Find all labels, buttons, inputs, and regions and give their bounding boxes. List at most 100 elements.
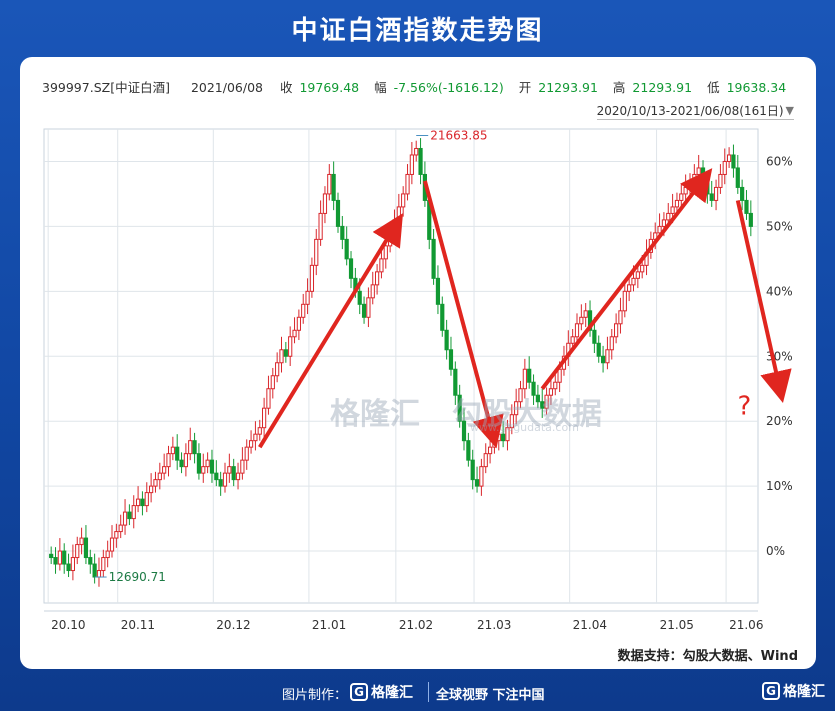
footer-logo-right: G 格隆汇 xyxy=(762,681,825,701)
x-tick-label: 21.03 xyxy=(477,618,511,632)
candle-body xyxy=(709,193,714,201)
y-tick-label: 40% xyxy=(766,284,793,298)
candle-body xyxy=(487,446,493,455)
y-tick-label: 50% xyxy=(766,219,793,233)
candle-body xyxy=(214,472,219,481)
x-tick-label: 20.12 xyxy=(216,618,250,632)
candle-body xyxy=(153,479,158,487)
candle-body xyxy=(57,550,62,565)
max-label: 21663.85 xyxy=(430,128,487,142)
candle-body xyxy=(335,199,341,227)
footer-divider xyxy=(428,682,429,702)
candle-body xyxy=(361,303,367,318)
candle-body xyxy=(622,290,627,312)
candle-body xyxy=(726,154,732,162)
candle-body xyxy=(201,466,206,474)
candle-body xyxy=(96,570,102,578)
candle-body xyxy=(266,388,271,409)
y-tick-label: 20% xyxy=(766,414,793,428)
candle-body xyxy=(379,258,384,273)
candle-body xyxy=(244,446,249,461)
candle-body xyxy=(279,349,284,364)
candle-body xyxy=(531,381,536,396)
candle-body xyxy=(192,440,197,455)
candle-body xyxy=(340,225,345,240)
quote-change-label: 幅 xyxy=(374,80,387,95)
quote-open-label: 开 xyxy=(518,80,532,95)
candle-body xyxy=(318,212,323,240)
candle-body xyxy=(88,557,93,565)
candle-body xyxy=(666,212,671,221)
candle-body xyxy=(296,316,301,331)
candle-body xyxy=(440,303,445,331)
candle-body xyxy=(674,199,680,208)
candle-body xyxy=(457,394,462,422)
candle-body xyxy=(553,381,558,390)
candle-body xyxy=(679,193,684,201)
range-label: 2020/10/13-2021/06/08(161日) xyxy=(596,103,784,118)
candle-body xyxy=(470,459,475,481)
page-title: 中证白酒指数走势图 xyxy=(291,16,544,46)
candle-body xyxy=(661,219,667,227)
candle-body xyxy=(401,193,406,208)
footer-slogan: 全球视野 下注中国 xyxy=(436,688,545,703)
footer-logo: G 格隆汇 xyxy=(350,681,422,703)
y-tick-label: 0% xyxy=(766,544,785,558)
candle-body xyxy=(474,479,480,487)
candle-body xyxy=(166,453,171,468)
candle-body xyxy=(235,472,241,481)
candle-body xyxy=(540,401,545,409)
quote-bar: 399997.SZ[中证白酒] 2021/06/08 收 19769.48 幅 … xyxy=(42,77,794,99)
candle-body xyxy=(53,557,58,565)
candle-body xyxy=(127,511,132,520)
candle-body xyxy=(518,388,523,403)
candle-body xyxy=(740,186,745,201)
candle-body xyxy=(635,271,640,279)
range-selector[interactable]: 2020/10/13-2021/06/08(161日) ▼ xyxy=(596,101,794,120)
y-tick-label: 60% xyxy=(766,154,793,168)
candle-body xyxy=(105,550,110,559)
candle-body xyxy=(101,557,106,572)
quote-code: 399997.SZ[中证白酒] xyxy=(42,80,170,95)
candle-body xyxy=(609,336,614,351)
candle-body xyxy=(479,466,484,487)
candle-body xyxy=(218,479,223,487)
candle-body xyxy=(605,349,610,364)
candle-body xyxy=(414,147,419,156)
candle-body xyxy=(357,290,362,305)
candle-body xyxy=(657,225,662,234)
candle-body xyxy=(248,440,254,448)
candle-body xyxy=(49,553,54,559)
candle-body xyxy=(366,297,371,318)
quote-low-label: 低 xyxy=(707,80,720,95)
candle-body xyxy=(627,284,632,292)
candle-body xyxy=(118,524,123,533)
candle-body xyxy=(444,329,449,351)
quote-high-value: 21293.91 xyxy=(632,80,693,95)
candle-body xyxy=(466,440,471,461)
candle-body xyxy=(179,459,184,468)
candle-body xyxy=(431,238,436,279)
candle-body xyxy=(292,329,297,338)
footer-brand-right: 格隆汇 xyxy=(783,684,825,700)
candle-body xyxy=(592,329,597,344)
candle-body xyxy=(157,472,162,481)
candle-body xyxy=(270,375,275,390)
quote-change-value: -7.56%(-1616.12) xyxy=(393,80,504,95)
candle-body xyxy=(535,394,540,403)
candle-body xyxy=(344,238,349,260)
candle-body xyxy=(405,173,410,195)
candle-body xyxy=(222,472,228,487)
candle-body xyxy=(596,342,601,357)
candle-body xyxy=(544,394,549,409)
candle-body xyxy=(175,446,180,461)
brand-logo-right-icon: G xyxy=(762,682,780,700)
candle-body xyxy=(62,550,67,565)
candle-body xyxy=(170,446,175,455)
candle-body xyxy=(748,212,753,227)
candle-body xyxy=(614,323,619,338)
chart-area: 0% 10% 20% 30% 40% 50% 60% 20.10 20.11 20.12 21.01… xyxy=(40,121,800,641)
candle-body xyxy=(283,349,288,357)
candle-body xyxy=(640,264,645,273)
candle-body xyxy=(683,186,688,195)
